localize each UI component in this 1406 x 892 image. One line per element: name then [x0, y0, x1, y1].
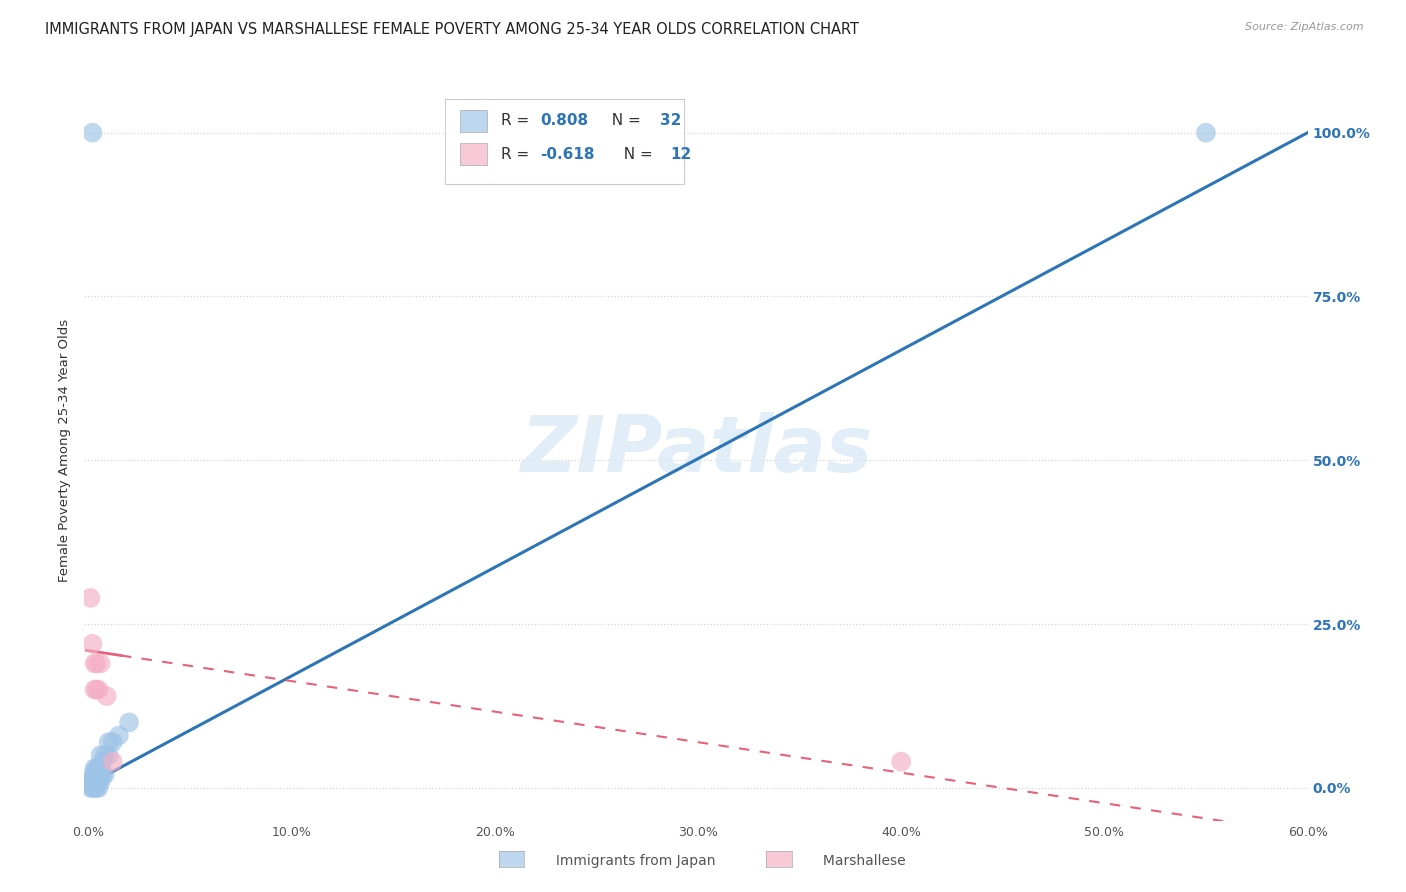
Point [83, 768, 105, 782]
Point [82, 768, 104, 782]
Point [90, 657, 112, 671]
Text: N =: N = [614, 147, 658, 161]
Text: 0.808: 0.808 [541, 113, 589, 128]
Text: R =: R = [502, 113, 534, 128]
Text: -0.618: -0.618 [541, 147, 595, 161]
Text: Source: ZipAtlas.com: Source: ZipAtlas.com [1246, 22, 1364, 32]
FancyBboxPatch shape [446, 99, 683, 184]
Point [86, 761, 108, 775]
Point [87, 761, 110, 775]
FancyBboxPatch shape [460, 144, 486, 165]
Point [82, 774, 104, 789]
Point [82, 780, 104, 795]
Point [90, 761, 112, 775]
Point [87, 780, 110, 795]
Point [83, 682, 105, 697]
Text: 32: 32 [661, 113, 682, 128]
Y-axis label: Female Poverty Among 25-34 Year Olds: Female Poverty Among 25-34 Year Olds [58, 319, 72, 582]
Point [87, 682, 110, 697]
Point [86, 682, 108, 697]
Point [90, 748, 112, 763]
Point [91, 768, 114, 782]
Text: R =: R = [502, 147, 534, 161]
Point [86, 657, 108, 671]
Point [79, 591, 101, 605]
Point [93, 768, 115, 782]
Point [83, 774, 105, 789]
FancyBboxPatch shape [460, 110, 486, 132]
Point [82, 126, 104, 140]
Point [1195, 126, 1218, 140]
Text: N =: N = [602, 113, 645, 128]
Point [83, 657, 105, 671]
Point [79, 780, 101, 795]
Point [79, 774, 101, 789]
Point [97, 735, 120, 749]
Text: 12: 12 [671, 147, 692, 161]
Point [108, 729, 131, 743]
Point [83, 780, 105, 795]
Point [86, 780, 108, 795]
Point [90, 768, 112, 782]
Point [93, 748, 115, 763]
Point [118, 715, 141, 730]
Point [890, 755, 912, 769]
Point [82, 637, 104, 651]
Text: Marshallese: Marshallese [801, 854, 905, 868]
Point [91, 755, 114, 769]
Point [96, 689, 118, 703]
Point [83, 761, 105, 775]
Text: IMMIGRANTS FROM JAPAN VS MARSHALLESE FEMALE POVERTY AMONG 25-34 YEAR OLDS CORREL: IMMIGRANTS FROM JAPAN VS MARSHALLESE FEM… [45, 22, 859, 37]
Point [101, 735, 124, 749]
Point [86, 768, 108, 782]
Point [87, 768, 110, 782]
Point [86, 774, 108, 789]
Text: Immigrants from Japan: Immigrants from Japan [534, 854, 716, 868]
Point [101, 755, 124, 769]
Text: ZIPatlas: ZIPatlas [520, 412, 872, 489]
Point [87, 774, 110, 789]
Point [97, 748, 120, 763]
Point [90, 774, 112, 789]
